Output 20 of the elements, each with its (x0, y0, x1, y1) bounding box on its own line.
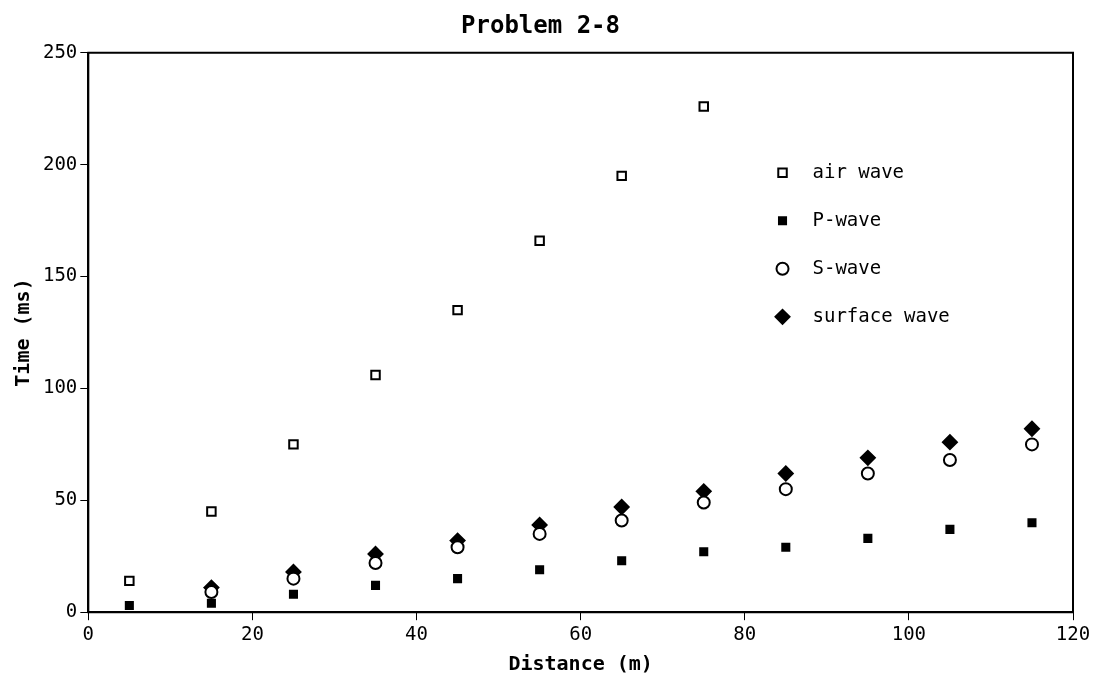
x-tick-label: 20 (240, 621, 264, 644)
x-tick-label: 0 (82, 621, 95, 644)
x-tick-label: 100 (891, 621, 927, 644)
legend-label: air wave (812, 159, 905, 182)
legend-label: S-wave (812, 255, 882, 278)
y-tick-label: 0 (65, 599, 78, 622)
legend-label: surface wave (812, 303, 950, 326)
x-axis-title: Distance (m) (508, 651, 653, 676)
y-tick-label: 150 (42, 263, 78, 286)
chart-title: Problem 2-8 (461, 10, 620, 39)
x-tick-label: 80 (733, 621, 757, 644)
y-tick-label: 50 (54, 487, 78, 510)
legend-label: P-wave (812, 207, 882, 230)
x-tick-label: 60 (569, 621, 593, 644)
x-tick-label: 40 (405, 621, 428, 644)
x-tick-label: 120 (1055, 621, 1091, 644)
y-axis-title: Time (ms) (10, 278, 35, 387)
y-tick-label: 100 (42, 375, 78, 398)
y-tick-label: 200 (42, 151, 78, 174)
y-tick-label: 250 (42, 39, 78, 62)
